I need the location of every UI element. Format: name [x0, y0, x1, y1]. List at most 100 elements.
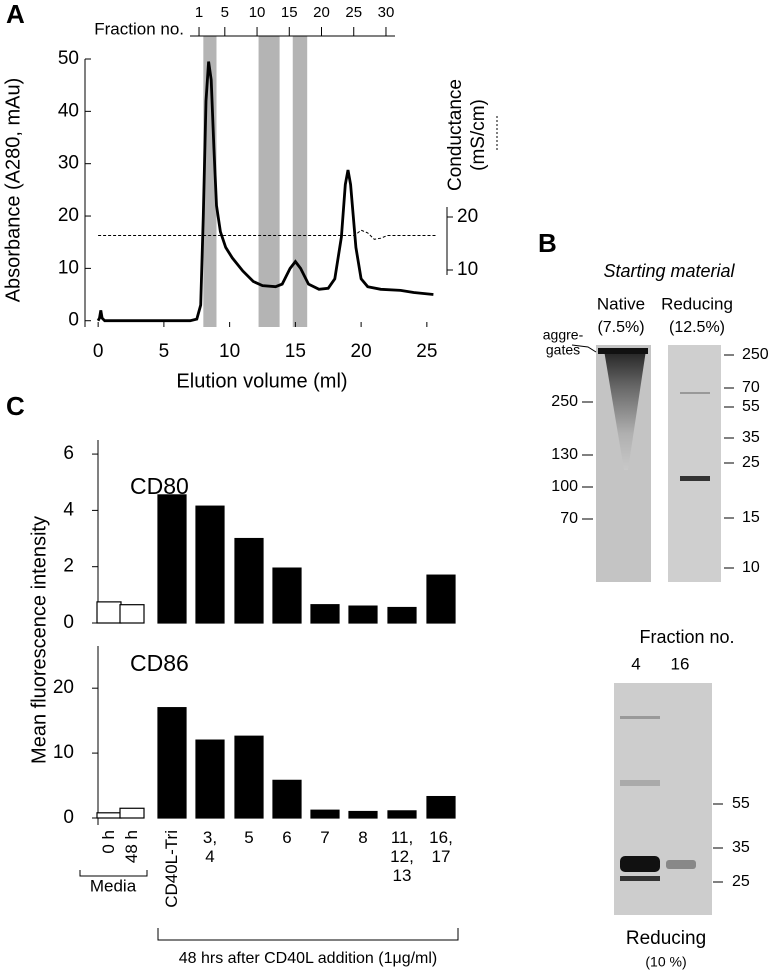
marker-label: 250: [742, 346, 769, 363]
gel-band: [666, 860, 696, 869]
group-label: Media: [90, 876, 137, 895]
bar: [426, 574, 456, 624]
gel-label: Reducing: [661, 294, 733, 313]
y2-tick-label: 10: [457, 259, 478, 280]
marker-label: 70: [742, 379, 760, 396]
chart-title: CD86: [130, 650, 189, 676]
gel-band: [680, 476, 710, 481]
bar: [310, 809, 340, 819]
bar: [387, 810, 417, 819]
gel-images: [596, 345, 721, 915]
bar: [157, 707, 187, 819]
x-tick-label: CD40L-Tri: [162, 830, 181, 908]
bar: [234, 537, 264, 624]
bar: [426, 795, 456, 819]
marker-label: 70: [560, 510, 578, 527]
bar: [310, 604, 340, 624]
x-tick-label: 0: [93, 341, 104, 362]
marker-label: 25: [742, 454, 760, 471]
marker-label: 100: [551, 478, 578, 495]
reducing-gel: [668, 345, 721, 582]
bracket: [157, 928, 459, 941]
bar: [387, 606, 417, 624]
bar: [119, 604, 145, 624]
bar: [272, 567, 302, 624]
bar: [348, 605, 378, 624]
bar: [119, 807, 145, 819]
y-axis-label: Mean fluorescence intensity: [28, 516, 50, 764]
bar: [272, 779, 302, 819]
x-tick-label: 6: [282, 828, 292, 847]
gel-band: [620, 716, 660, 719]
x-tick-label: 5: [159, 341, 170, 362]
y-tick-label: 10: [53, 742, 74, 763]
marker-label: 15: [742, 509, 760, 526]
y-tick-label: 30: [58, 153, 79, 174]
fraction-shade: [292, 36, 308, 327]
y-tick-label: 10: [58, 257, 79, 278]
marker-label: 10: [742, 559, 760, 576]
bar: [195, 739, 225, 819]
gel-annotation: aggre-: [543, 327, 584, 343]
x2-tick-label: 5: [221, 4, 229, 21]
marker-label: 35: [732, 839, 750, 856]
gel-band: [620, 876, 660, 881]
gel-title: Starting material: [603, 261, 735, 281]
lane-label: 4: [631, 654, 640, 673]
panel-label: B: [538, 228, 557, 258]
x-tick-label: 3, 4: [202, 828, 218, 866]
y2-axis-label: Conductance: [445, 79, 466, 191]
gel-band: [680, 392, 710, 394]
x2-tick-label: 10: [249, 4, 266, 21]
gel-label: Native: [597, 294, 645, 313]
x2-tick-label: 25: [345, 4, 362, 21]
x-tick-label: 7: [320, 828, 330, 847]
bar: [96, 601, 122, 624]
y-tick-label: 2: [63, 556, 74, 577]
gel-percent: (7.5%): [597, 319, 644, 336]
marker-label: 55: [732, 795, 750, 812]
y-tick-label: 20: [58, 205, 79, 226]
bar: [348, 810, 378, 819]
x2-axis-label: Fraction no.: [94, 19, 184, 38]
fraction-shade: [258, 36, 280, 327]
y-tick-label: 6: [63, 443, 74, 464]
y-tick-label: 0: [63, 807, 74, 828]
data-line: [96, 61, 434, 323]
data-line: [98, 229, 438, 240]
gel-percent: (10 %): [645, 954, 686, 970]
x-tick-label: 5: [244, 828, 254, 847]
x-tick-label: 15: [285, 341, 306, 362]
y-tick-label: 0: [63, 612, 74, 633]
x-tick-label: 20: [351, 341, 372, 362]
annotation-line: [571, 344, 597, 353]
panel-label: C: [6, 391, 25, 421]
x2-tick-label: 20: [313, 4, 330, 21]
gel-band: [620, 856, 660, 872]
panel-label: A: [6, 0, 25, 29]
x2-tick-label: 30: [378, 4, 395, 21]
y-tick-label: 50: [58, 48, 79, 69]
marker-label: 35: [742, 429, 760, 446]
y-axis-label: Absorbance (A280, mAu): [2, 78, 24, 303]
x-tick-label: 11, 12, 13: [390, 828, 414, 885]
marker-label: 250: [551, 393, 578, 410]
native-smear: [604, 350, 646, 470]
y2-tick-label: 20: [457, 206, 478, 227]
x2-tick-label: 1: [195, 4, 203, 21]
y-tick-label: 0: [68, 310, 79, 331]
group-label: 48 hrs after CD40L addition (1μg/ml): [179, 950, 438, 967]
bar: [234, 735, 264, 819]
y-tick-label: 40: [58, 100, 79, 121]
marker-label: 25: [732, 873, 750, 890]
y-tick-label: 20: [53, 677, 74, 698]
marker-label: 55: [742, 398, 760, 415]
x-tick-label: 48 h: [122, 830, 141, 864]
x-tick-label: 16, 17: [429, 828, 453, 866]
gel-band: [620, 780, 660, 786]
x-tick-label: 0 h: [99, 830, 118, 854]
x-tick-label: 10: [219, 341, 240, 362]
gel-annotation: gates: [546, 342, 580, 358]
